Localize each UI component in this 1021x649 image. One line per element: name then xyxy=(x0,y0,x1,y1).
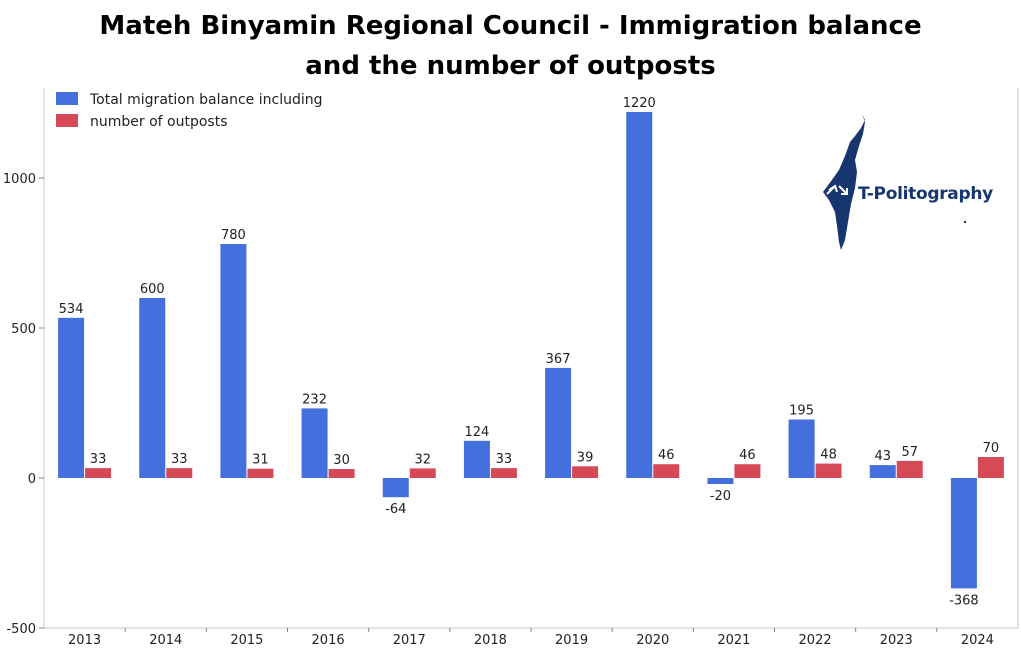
legend-swatch-2 xyxy=(56,114,78,127)
data-label-series-2: 46 xyxy=(658,448,675,463)
data-label-series-2: 33 xyxy=(90,452,107,467)
bar-series-2 xyxy=(977,457,1004,478)
x-tick-label: 2018 xyxy=(474,633,507,648)
bar-series-2 xyxy=(815,463,842,478)
bar-series-2 xyxy=(572,466,599,478)
bar-series-2 xyxy=(490,468,517,478)
bar-series-2 xyxy=(653,464,680,478)
data-label-series-1: 195 xyxy=(789,404,814,419)
bar-series-2 xyxy=(328,469,355,478)
chart-title-line-2: and the number of outposts xyxy=(305,51,716,81)
chart-title-line-1: Mateh Binyamin Regional Council - Immigr… xyxy=(99,11,922,41)
bar-series-2 xyxy=(896,460,923,478)
data-label-series-1: 600 xyxy=(140,282,165,297)
data-label-series-1: -20 xyxy=(710,489,731,504)
x-tick-label: 2013 xyxy=(68,633,101,648)
data-label-series-2: 48 xyxy=(820,448,837,463)
data-label-series-1: 367 xyxy=(546,352,571,367)
bar-series-1 xyxy=(707,478,734,484)
bar-series-2 xyxy=(85,468,112,478)
x-tick-label: 2017 xyxy=(393,633,426,648)
data-label-series-1: -368 xyxy=(949,593,979,608)
data-label-series-1: 780 xyxy=(221,228,246,243)
x-tick-label: 2019 xyxy=(555,633,588,648)
bar-series-1 xyxy=(950,478,977,589)
x-tick-label: 2014 xyxy=(149,633,182,648)
bar-series-2 xyxy=(166,468,193,478)
data-label-series-2: 31 xyxy=(252,453,269,468)
bar-series-1 xyxy=(58,317,85,478)
legend-label-2: number of outposts xyxy=(90,114,228,130)
data-label-series-2: 33 xyxy=(496,452,513,467)
x-tick-label: 2024 xyxy=(961,633,994,648)
bar-series-1 xyxy=(463,440,490,478)
chart-title: Mateh Binyamin Regional Council - Immigr… xyxy=(0,6,1021,86)
data-label-series-2: 30 xyxy=(333,453,350,468)
bar-series-1 xyxy=(301,408,328,478)
bar-series-1 xyxy=(626,112,653,478)
y-tick-label: 0 xyxy=(28,472,36,487)
bar-series-2 xyxy=(734,464,761,478)
x-tick-label: 2022 xyxy=(799,633,832,648)
data-label-series-1: 1220 xyxy=(623,96,656,111)
y-tick-label: -500 xyxy=(6,622,36,637)
y-tick-label: 1000 xyxy=(3,172,36,187)
bar-series-2 xyxy=(409,468,436,478)
bar-series-1 xyxy=(869,465,896,478)
x-tick-label: 2021 xyxy=(717,633,750,648)
bar-series-1 xyxy=(545,367,572,478)
data-label-series-1: 43 xyxy=(874,449,891,464)
data-label-series-2: 32 xyxy=(414,452,431,467)
data-label-series-1: -64 xyxy=(385,502,406,517)
data-label-series-1: 232 xyxy=(302,392,327,407)
x-tick-label: 2016 xyxy=(312,633,345,648)
bar-series-1 xyxy=(139,298,166,478)
data-label-series-2: 33 xyxy=(171,452,188,467)
bar-series-1 xyxy=(788,419,815,478)
x-tick-label: 2020 xyxy=(636,633,669,648)
israel-map-logo-icon xyxy=(823,114,967,250)
y-tick-label: 500 xyxy=(11,322,36,337)
bar-series-1 xyxy=(382,478,409,498)
data-label-series-2: 70 xyxy=(983,441,1000,456)
data-label-series-2: 46 xyxy=(739,448,756,463)
bar-series-1 xyxy=(220,244,247,478)
data-label-series-2: 57 xyxy=(901,445,918,460)
legend-swatch-1 xyxy=(56,92,78,105)
bar-series-2 xyxy=(247,468,274,478)
data-label-series-2: 39 xyxy=(577,450,594,465)
data-label-series-1: 534 xyxy=(59,302,84,317)
x-tick-label: 2015 xyxy=(230,633,263,648)
data-label-series-1: 124 xyxy=(465,425,490,440)
x-tick-label: 2023 xyxy=(880,633,913,648)
legend-label-1: Total migration balance including xyxy=(89,92,323,108)
logo-text: T-Politography xyxy=(858,184,993,204)
